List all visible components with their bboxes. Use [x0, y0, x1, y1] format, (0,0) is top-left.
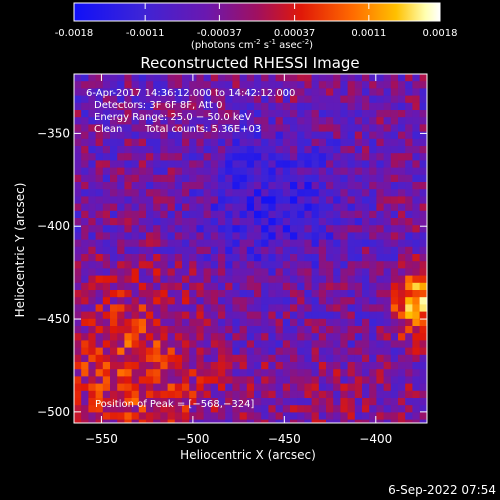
annotation-clean: Clean: [94, 124, 122, 135]
y-tick-label: −350: [37, 126, 70, 140]
annotation-time: 6-Apr-2017 14:36:12.000 to 14:42:12.000: [86, 88, 295, 99]
annotation-peak: Position of Peak = [−568,−324]: [95, 399, 254, 410]
colorbar-tick-label: -0.0011: [126, 28, 165, 39]
colorbar-tick-label: 0.00037: [274, 28, 315, 39]
annotation-energy: Energy Range: 25.0 − 50.0 keV: [94, 112, 251, 123]
colorbar-tick-label: 0.0018: [423, 28, 458, 39]
chart-title: Reconstructed RHESSI Image: [140, 54, 359, 72]
x-axis-label: Heliocentric X (arcsec): [180, 448, 316, 462]
x-tick-label: −400: [359, 432, 392, 446]
y-tick-label: −450: [37, 312, 70, 326]
y-axis-label: Heliocentric Y (arcsec): [13, 183, 27, 318]
x-tick-label: −550: [85, 432, 118, 446]
heatmap-image: [74, 74, 427, 423]
colorbar-tick-label: -0.00037: [197, 28, 242, 39]
axis-ticks: −550 −500 −450 −400 −500 −450 −400 −350: [37, 74, 427, 446]
y-tick-label: −400: [37, 219, 70, 233]
x-tick-label: −450: [268, 432, 301, 446]
footer-date: 6-Sep-2022 07:54: [388, 483, 496, 497]
colorbar-units: (photons cm-2 s-1 asec-2): [191, 38, 313, 51]
x-tick-label: −500: [176, 432, 209, 446]
colorbar-tick-label: -0.0018: [55, 28, 94, 39]
y-tick-label: −500: [37, 405, 70, 419]
plot-frame: [73, 73, 428, 424]
colorbar-ticks: -0.0018 -0.0011 -0.00037 0.00037 0.0011 0.001…: [55, 3, 458, 39]
colorbar-frame: [73, 2, 441, 22]
annotation-counts: Total counts: 5.36E+03: [144, 124, 261, 135]
colorbar: [74, 3, 440, 21]
colorbar-tick-label: 0.0011: [351, 28, 386, 39]
annotation-detectors: Detectors: 3F 6F 8F, Att 0: [94, 100, 222, 111]
